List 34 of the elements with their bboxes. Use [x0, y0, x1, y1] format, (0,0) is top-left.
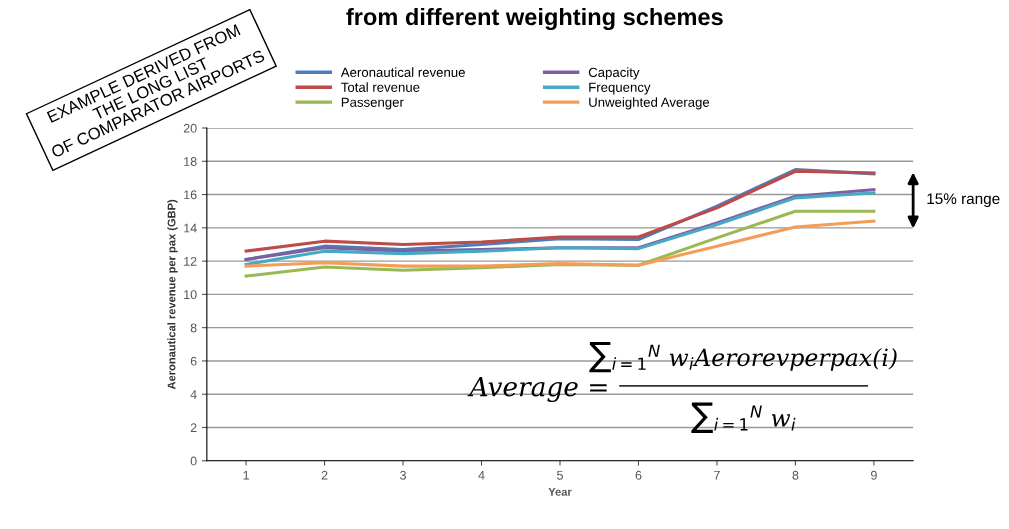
y-tick-label: 20: [183, 123, 197, 133]
x-tick-label: 1: [243, 470, 249, 480]
legend-label: Capacity: [588, 67, 640, 80]
y-tick-label: 0: [190, 456, 197, 466]
x-tick-label: 2: [321, 470, 328, 480]
text: 15% range: [927, 193, 1000, 208]
y-tick-label: 12: [184, 256, 197, 266]
legend-label: Frequency: [589, 82, 651, 95]
y-tick-label: 16: [184, 190, 197, 200]
x-tick-label: 3: [400, 470, 406, 480]
y-axis-title: Aeronautical revenue per pax (GBP): [167, 199, 178, 390]
y-tick-label: 18: [184, 157, 197, 166]
x-tick-label: 4: [478, 470, 485, 480]
legend-label: Passenger: [341, 97, 404, 110]
annotation: ∑$_{i=1}$$^{N}$ w$_{i}$: [691, 402, 796, 433]
y-tick-label: 2: [190, 423, 197, 433]
annotation: Average =: [467, 376, 607, 402]
chart-title: from different weighting schemes: [346, 7, 723, 31]
legend-label: Unweighted Average: [589, 97, 710, 110]
x-tick-label: 9: [871, 470, 877, 480]
annotation: ∑$_{i=1}$$^{N}$ w$_{i}$Aerorevperpax(i): [589, 341, 897, 373]
y-tick-label: 14: [184, 223, 197, 233]
x-tick-label: 8: [792, 470, 799, 480]
legend-label: Total revenue: [341, 82, 420, 92]
y-tick-label: 8: [190, 323, 197, 333]
y-tick-label: 6: [190, 356, 197, 366]
legend-label: Aeronautical revenue: [340, 67, 465, 77]
x-axis-title: Year: [548, 488, 572, 496]
y-tick-label: 10: [184, 290, 197, 300]
y-tick-label: 4: [190, 390, 197, 399]
x-tick-label: 6: [635, 470, 642, 480]
x-tick-label: 7: [714, 470, 720, 480]
x-tick-label: 5: [557, 470, 563, 480]
line-series: [244, 219, 876, 268]
